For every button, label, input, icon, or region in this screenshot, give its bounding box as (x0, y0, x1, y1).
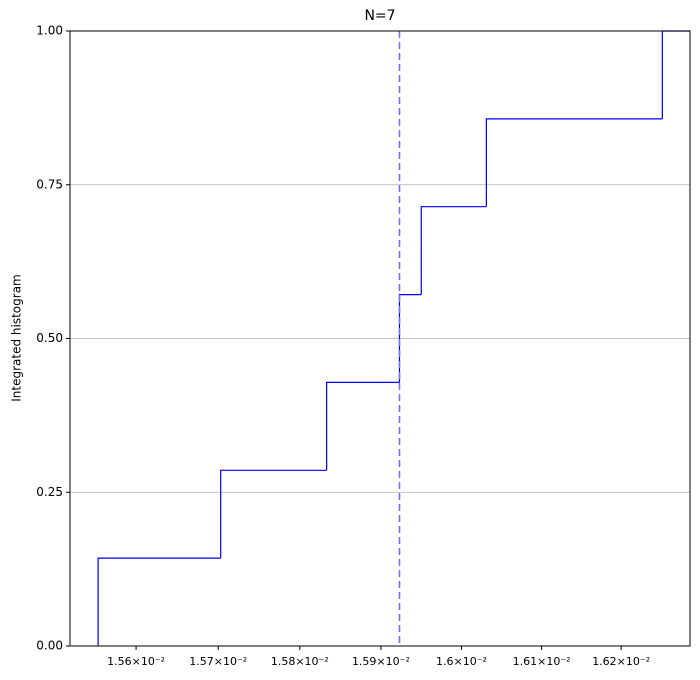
x-tick-label: 1.6×10⁻² (436, 655, 487, 668)
y-axis-label: Integrated histogram (10, 274, 24, 402)
step (420, 206, 487, 295)
step (485, 118, 663, 207)
y-tick-label: 1.00 (36, 24, 63, 38)
y-tick-label: 0.00 (36, 639, 63, 653)
x-tick-label: 1.57×10⁻² (189, 655, 247, 668)
x-tick-label: 1.62×10⁻² (592, 655, 650, 668)
step (661, 30, 690, 119)
x-tick-label: 1.56×10⁻² (107, 655, 165, 668)
x-tick-label: 1.59×10⁻² (352, 655, 410, 668)
chart-title: N=7 (364, 8, 395, 24)
x-tick-label: 1.58×10⁻² (271, 655, 329, 668)
step (97, 557, 221, 646)
step (220, 469, 327, 559)
y-tick-label: 0.75 (36, 177, 63, 191)
plot-frame (69, 30, 691, 647)
y-tick-label: 0.50 (36, 331, 63, 345)
x-tick-label: 1.61×10⁻² (513, 655, 571, 668)
step (326, 381, 400, 471)
y-tick-label: 0.25 (36, 485, 63, 499)
